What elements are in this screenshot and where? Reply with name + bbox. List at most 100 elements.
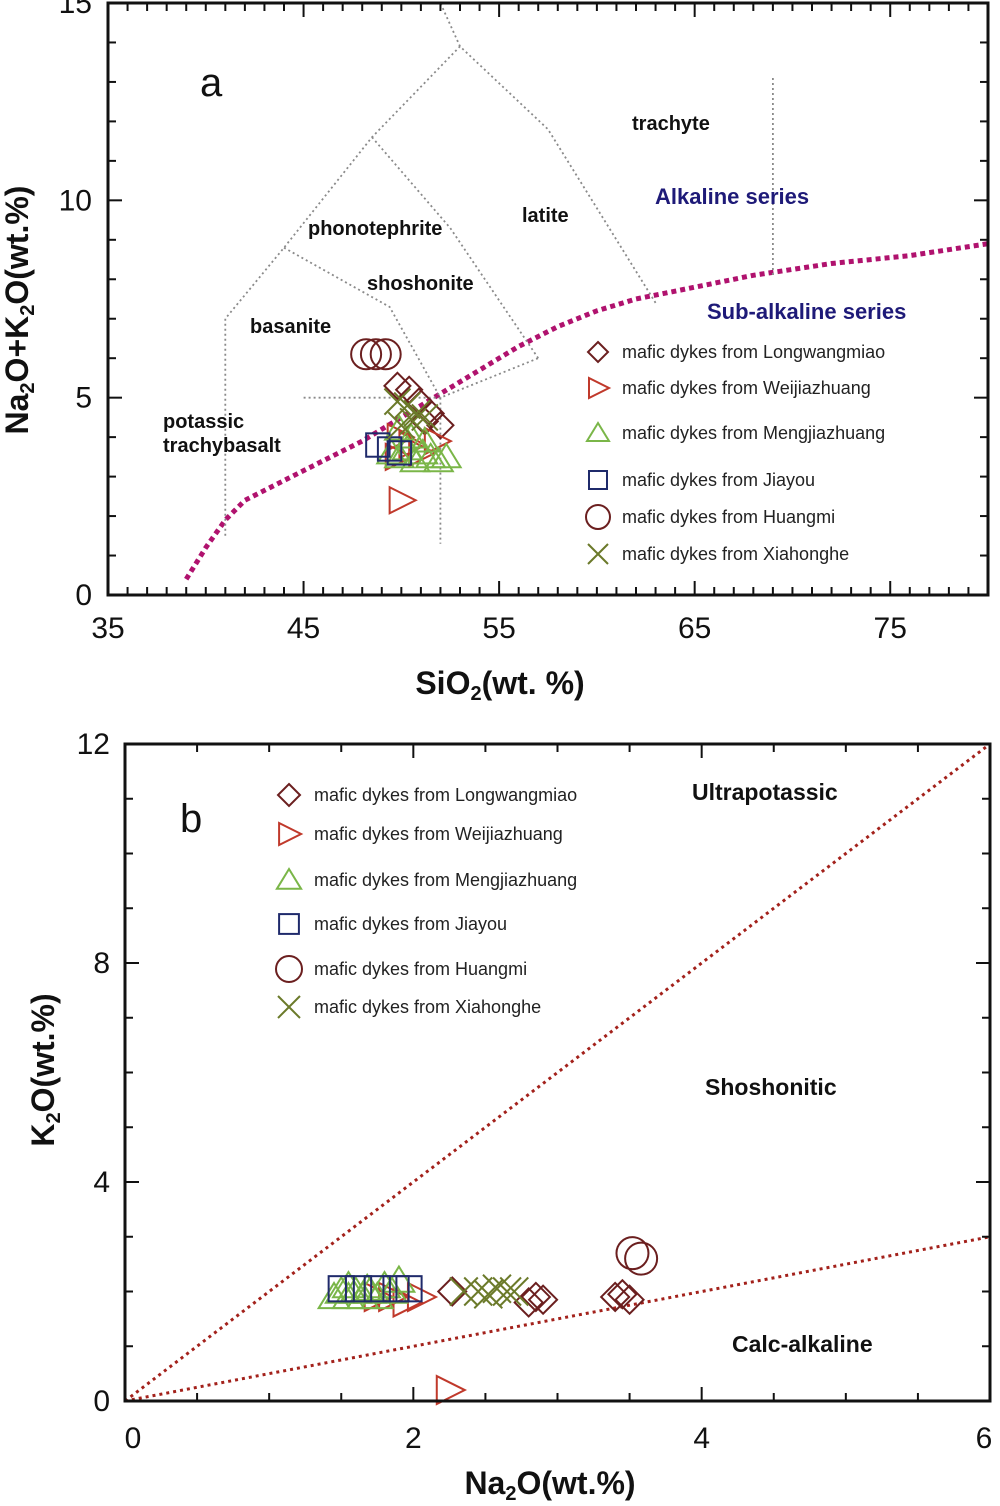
panel-a: a trachyte latite phonotephrite shoshoni… [0,0,990,705]
y-tick-label: 4 [93,1166,110,1199]
legend-marker-diamond [586,340,610,364]
y-tick-label: 15 [59,0,92,20]
field-label-latite: latite [522,205,569,227]
data-point-diamond [383,371,412,401]
x-tick-label: 75 [874,612,907,645]
data-point-cross [449,1276,479,1307]
y-tick-label: 8 [93,947,110,980]
data-point-diamond [426,410,455,440]
data-point-cross [399,407,427,436]
field-lines-5 [438,3,461,47]
data-point-cross [473,1279,504,1309]
panel-a-field-boundaries [184,3,988,581]
data-point-circle [624,1241,659,1276]
data-point-cross [403,399,431,428]
panel-a-legend: mafic dykes from Longwangmiao mafic dykes… [585,340,885,565]
panel-b-letter: b [180,797,202,841]
x-tick-label: 35 [91,612,124,645]
alkaline-subalkaline-divider [184,241,988,581]
region-label-shoshonitic: Shoshonitic [705,1074,837,1100]
data-point-diamond [520,1281,552,1313]
legend-label: mafic dykes from Huangmi [314,959,527,979]
y-tick-label: 0 [93,1385,110,1418]
field-label-phonotephrite: phonotephrite [308,218,442,240]
legend-marker-circle [275,955,303,983]
data-point-circle [350,338,383,371]
data-point-cross [387,411,416,440]
legend-label: mafic dykes from Weijiazhuang [622,378,871,398]
y-tick-label: 10 [59,184,92,217]
ultrapotassic-shoshonitic-line [124,742,991,1403]
panel-a-letter: a [200,61,223,105]
legend-marker-diamond [276,782,302,808]
subalkaline-series-label: Sub-alkaline series [707,299,906,324]
data-point-square [327,1275,355,1303]
data-point-square [395,1275,423,1303]
data-point-cross [383,387,412,416]
legend-marker-triangle-up [585,421,611,442]
data-point-triangle-up [381,1264,417,1293]
legend-marker-square [588,470,608,490]
data-point-triangle-right [435,1374,468,1406]
y-tick-label: 5 [75,382,92,415]
data-point-triangle-up [414,441,447,469]
panel-a-y-axis-label: Na2O+K2O(wt.%) [0,186,39,435]
legend-marker-cross [277,995,301,1019]
data-point-circle [359,338,392,371]
panel-b-tick-marks [124,743,991,1402]
panel-b-legend: mafic dykes from Longwangmiao mafic dykes… [275,782,577,1019]
x-tick-label: 6 [976,1422,993,1455]
shoshonitic-calcalkaline-line [124,1235,991,1403]
field-label-basanite: basanite [250,316,331,338]
panel-b-y-tick-labels: 0 4 8 12 [77,728,110,1418]
legend-marker-square [278,913,300,935]
y-tick-label: 0 [75,579,92,612]
data-point-diamond [606,1278,638,1310]
data-point-square [386,440,413,466]
panel-b: b Ultrapotassic Shoshonitic Calc-alkalin… [25,728,992,1505]
data-point-square [344,1275,373,1303]
region-label-ultrapotassic: Ultrapotassic [692,779,838,805]
panel-b-data-points [316,1236,659,1406]
x-tick-label: 45 [287,612,320,645]
data-point-diamond [599,1281,631,1313]
data-point-triangle-up [408,426,441,453]
legend-label: mafic dykes from Jiayou [622,470,815,490]
data-point-triangle-up [352,1275,388,1304]
data-point-circle [369,338,402,371]
data-point-triangle-up [367,1270,402,1299]
legend-marker-triangle-up [275,867,303,890]
legend-label: mafic dykes from Mengjiazhuang [622,423,885,443]
legend-label: mafic dykes from Xiahonghe [622,544,849,564]
legend-marker-triangle-right [588,376,612,400]
data-point-triangle-up [383,441,416,469]
data-point-cross [492,1276,522,1307]
legend-label: mafic dykes from Mengjiazhuang [314,870,577,890]
data-point-cross [463,1276,493,1307]
data-point-triangle-right [388,485,418,515]
legend-label: mafic dykes from Longwangmiao [314,785,577,805]
panel-a-y-tick-labels: 0 5 10 15 [59,0,92,612]
data-point-triangle-up [430,441,463,469]
x-tick-label: 65 [678,612,711,645]
region-label-calc-alkaline: Calc-alkaline [732,1331,873,1357]
panel-a-x-tick-labels: 35 45 55 65 75 [91,612,907,645]
legend-label: mafic dykes from Longwangmiao [622,342,885,362]
panel-a-plot-frame [106,1,990,597]
field-label-shoshonite: shoshonite [367,273,474,295]
data-point-cross [499,1276,529,1307]
data-point-square [363,1275,391,1303]
legend-label: mafic dykes from Huangmi [622,507,835,527]
data-point-triangle-up [331,1270,366,1299]
panel-a-x-axis-label: SiO2(wt. %) [415,665,584,705]
legend-label: mafic dykes from Jiayou [314,914,507,934]
panel-a-data-points [350,338,463,515]
panel-b-field-boundaries [124,742,991,1403]
data-point-triangle-up [350,1272,385,1301]
x-tick-label: 55 [482,612,515,645]
field-lines-4 [303,357,539,399]
x-tick-label: 0 [125,1422,142,1455]
data-point-cross [411,403,439,432]
x-tick-label: 2 [405,1422,422,1455]
